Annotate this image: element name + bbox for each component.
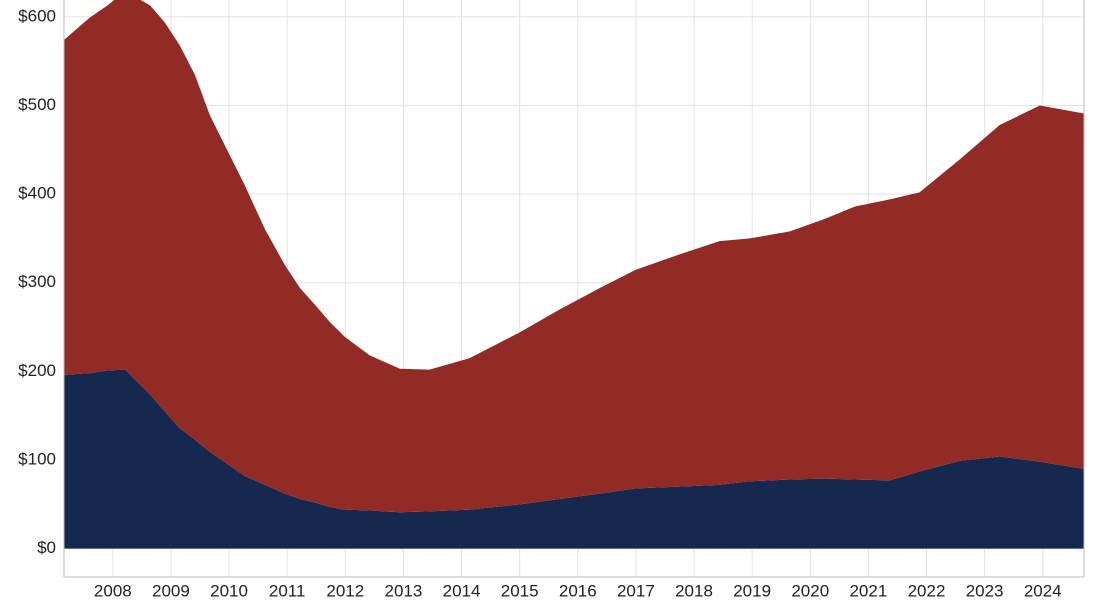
x-tick-label: 2017 [617,581,655,600]
y-tick-label: $0 [37,538,56,557]
x-tick-label: 2014 [443,581,481,600]
areas [64,0,1084,549]
y-tick-label: $100 [18,449,56,468]
y-tick-label: $200 [18,361,56,380]
x-tick-label: 2009 [152,581,190,600]
x-tick-label: 2021 [849,581,887,600]
area [64,369,1084,549]
x-tick-label: 2024 [1024,581,1062,600]
x-tick-label: 2023 [966,581,1004,600]
x-tick-label: 2012 [326,581,364,600]
labels: $0 $100 $200 $300 $400 $500 $600 2008 2009 2010 20… [18,6,1061,600]
x-tick-label: 2018 [675,581,713,600]
x-tick-label: 2011 [269,581,306,600]
y-tick-label: $600 [18,6,56,25]
x-tick-label: 2013 [385,581,423,600]
x-tick-label: 2008 [94,581,132,600]
area [64,0,1084,513]
x-tick-label: 2020 [791,581,829,600]
y-tick-label: $400 [18,184,56,203]
y-tick-label: $300 [18,272,56,291]
x-tick-label: 2022 [908,581,946,600]
x-tick-label: 2010 [210,581,248,600]
x-tick-label: 2019 [733,581,771,600]
y-tick-label: $500 [18,95,56,114]
x-tick-label: 2015 [501,581,539,600]
x-tick-label: 2016 [559,581,597,600]
